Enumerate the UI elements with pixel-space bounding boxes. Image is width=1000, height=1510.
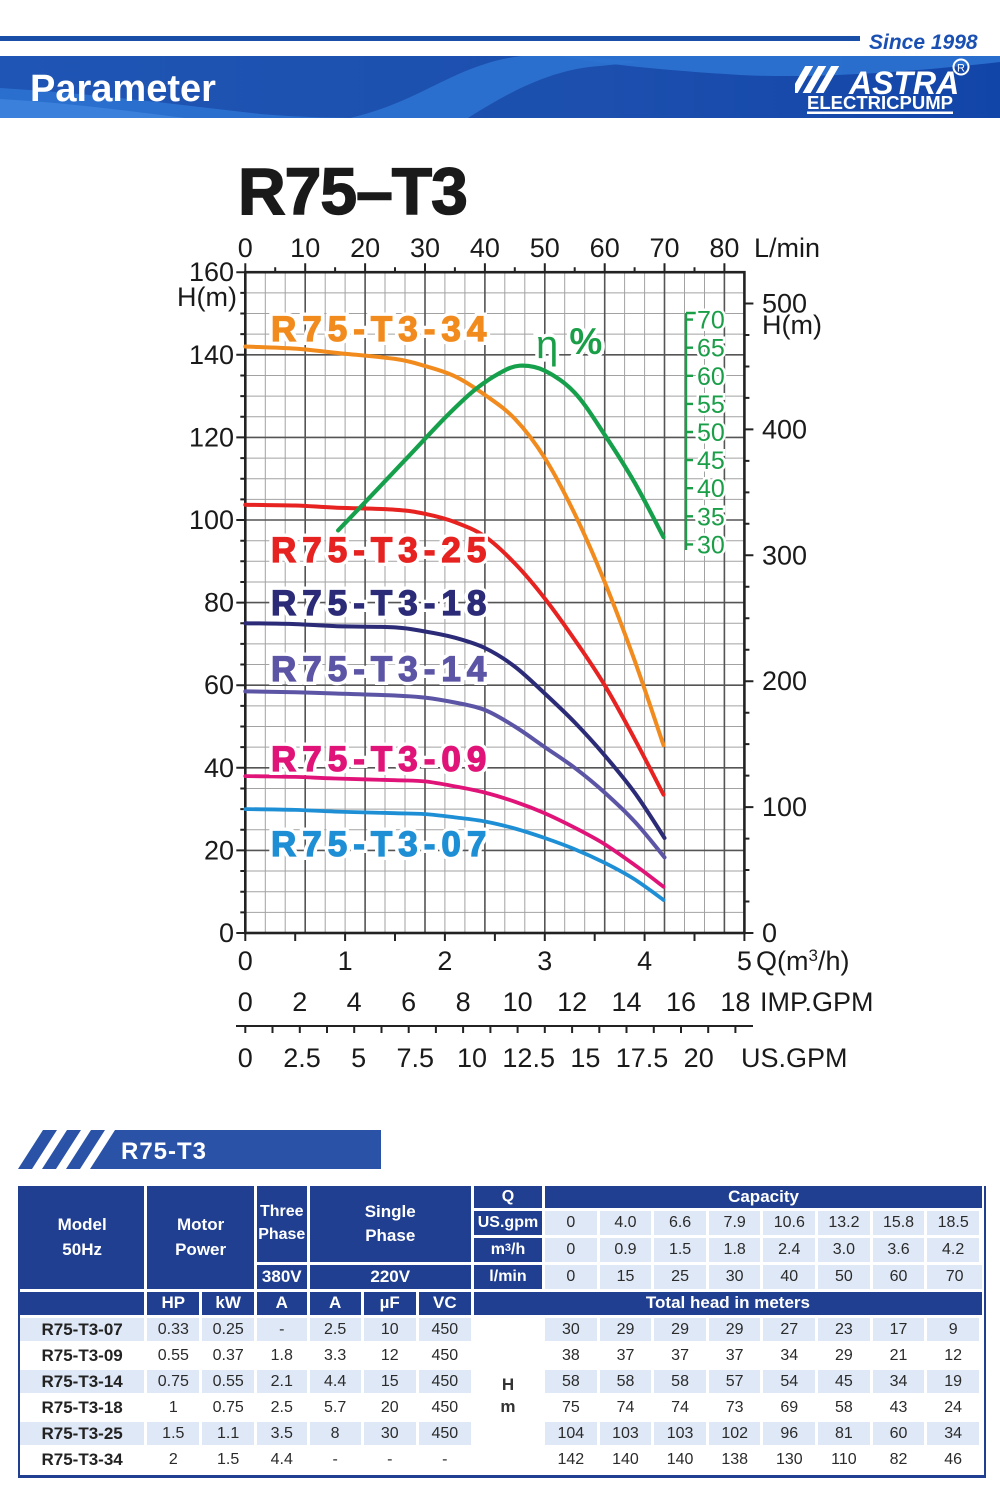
svg-text:500: 500 <box>762 289 807 319</box>
svg-text:60: 60 <box>204 670 234 700</box>
svg-text:R75-T3-09: R75-T3-09 <box>271 740 492 779</box>
svg-text:R: R <box>957 63 965 75</box>
svg-text:R75-T3-34: R75-T3-34 <box>271 310 492 349</box>
svg-text:0: 0 <box>238 1043 253 1073</box>
svg-text:0: 0 <box>238 233 253 263</box>
svg-text:30: 30 <box>410 233 440 263</box>
svg-text:0: 0 <box>238 987 253 1017</box>
svg-text:R75-T3-14: R75-T3-14 <box>271 650 492 689</box>
svg-text:300: 300 <box>762 540 807 570</box>
svg-text:0: 0 <box>238 946 253 976</box>
svg-text:30: 30 <box>697 531 725 559</box>
svg-text:10: 10 <box>503 987 533 1017</box>
svg-text:60: 60 <box>697 363 725 391</box>
svg-text:18: 18 <box>720 987 750 1017</box>
svg-text:5: 5 <box>351 1043 366 1073</box>
svg-text:160: 160 <box>189 257 234 287</box>
svg-text:2: 2 <box>292 987 307 1017</box>
svg-text:R75-T3-14: R75-T3-14 <box>271 650 492 689</box>
svg-text:14: 14 <box>611 987 641 1017</box>
svg-text:17.5: 17.5 <box>616 1043 669 1073</box>
svg-text:400: 400 <box>762 414 807 444</box>
svg-text:IMP.GPM: IMP.GPM <box>760 987 874 1017</box>
svg-text:40: 40 <box>470 233 500 263</box>
svg-text:140: 140 <box>189 340 234 370</box>
svg-text:35: 35 <box>697 503 725 531</box>
svg-text:R75-T3-25: R75-T3-25 <box>271 531 492 570</box>
svg-text:2: 2 <box>437 946 452 976</box>
svg-text:R75–T3: R75–T3 <box>238 154 467 228</box>
svg-text:10: 10 <box>457 1043 487 1073</box>
svg-text:ASTRA: ASTRA <box>848 65 959 101</box>
svg-text:0: 0 <box>219 918 234 948</box>
svg-text:80: 80 <box>204 588 234 618</box>
svg-text:40: 40 <box>697 475 725 503</box>
svg-text:100: 100 <box>762 792 807 822</box>
svg-text:3: 3 <box>537 946 552 976</box>
svg-text:H(m): H(m) <box>762 310 822 340</box>
svg-text:R75-T3-18: R75-T3-18 <box>271 584 492 623</box>
svg-text:Q(m3/h): Q(m3/h) <box>756 946 849 977</box>
svg-text:R75-T3-18: R75-T3-18 <box>271 584 492 623</box>
svg-text:80: 80 <box>709 233 739 263</box>
svg-text:R75-T3-25: R75-T3-25 <box>271 531 492 570</box>
svg-text:40: 40 <box>204 753 234 783</box>
svg-text:2.5: 2.5 <box>283 1043 321 1073</box>
svg-text:6: 6 <box>401 987 416 1017</box>
svg-text:R75-T3: R75-T3 <box>121 1138 207 1165</box>
svg-text:US.GPM: US.GPM <box>741 1043 848 1073</box>
svg-text:7.5: 7.5 <box>397 1043 435 1073</box>
svg-text:55: 55 <box>697 391 725 419</box>
svg-text:R75-T3-07: R75-T3-07 <box>271 825 492 864</box>
svg-text:4: 4 <box>637 946 652 976</box>
svg-text:ELECTRICPUMP: ELECTRICPUMP <box>807 92 953 113</box>
svg-text:4: 4 <box>347 987 362 1017</box>
svg-text:15: 15 <box>570 1043 600 1073</box>
svg-text:10: 10 <box>290 233 320 263</box>
svg-text:50: 50 <box>530 233 560 263</box>
svg-text:1: 1 <box>338 946 353 976</box>
svg-text:R75-T3-07: R75-T3-07 <box>271 825 492 864</box>
svg-text:70: 70 <box>649 233 679 263</box>
svg-text:70: 70 <box>697 307 725 335</box>
svg-text:200: 200 <box>762 666 807 696</box>
svg-text:12.5: 12.5 <box>502 1043 555 1073</box>
svg-text:0: 0 <box>762 918 777 948</box>
svg-text:R75-T3-34: R75-T3-34 <box>271 310 492 349</box>
svg-text:50: 50 <box>697 419 725 447</box>
svg-text:8: 8 <box>456 987 471 1017</box>
svg-text:20: 20 <box>204 835 234 865</box>
svg-text:65: 65 <box>697 335 725 363</box>
svg-text:20: 20 <box>684 1043 714 1073</box>
svg-text:100: 100 <box>189 505 234 535</box>
svg-text:12: 12 <box>557 987 587 1017</box>
svg-text:45: 45 <box>697 447 725 475</box>
svg-text:16: 16 <box>666 987 696 1017</box>
svg-text:20: 20 <box>350 233 380 263</box>
svg-text:η %: η % <box>536 321 602 367</box>
svg-text:5: 5 <box>737 946 752 976</box>
svg-text:R75-T3-09: R75-T3-09 <box>271 740 492 779</box>
svg-text:H(m): H(m) <box>177 282 237 312</box>
svg-text:60: 60 <box>590 233 620 263</box>
svg-text:L/min: L/min <box>754 233 820 263</box>
svg-text:120: 120 <box>189 422 234 452</box>
